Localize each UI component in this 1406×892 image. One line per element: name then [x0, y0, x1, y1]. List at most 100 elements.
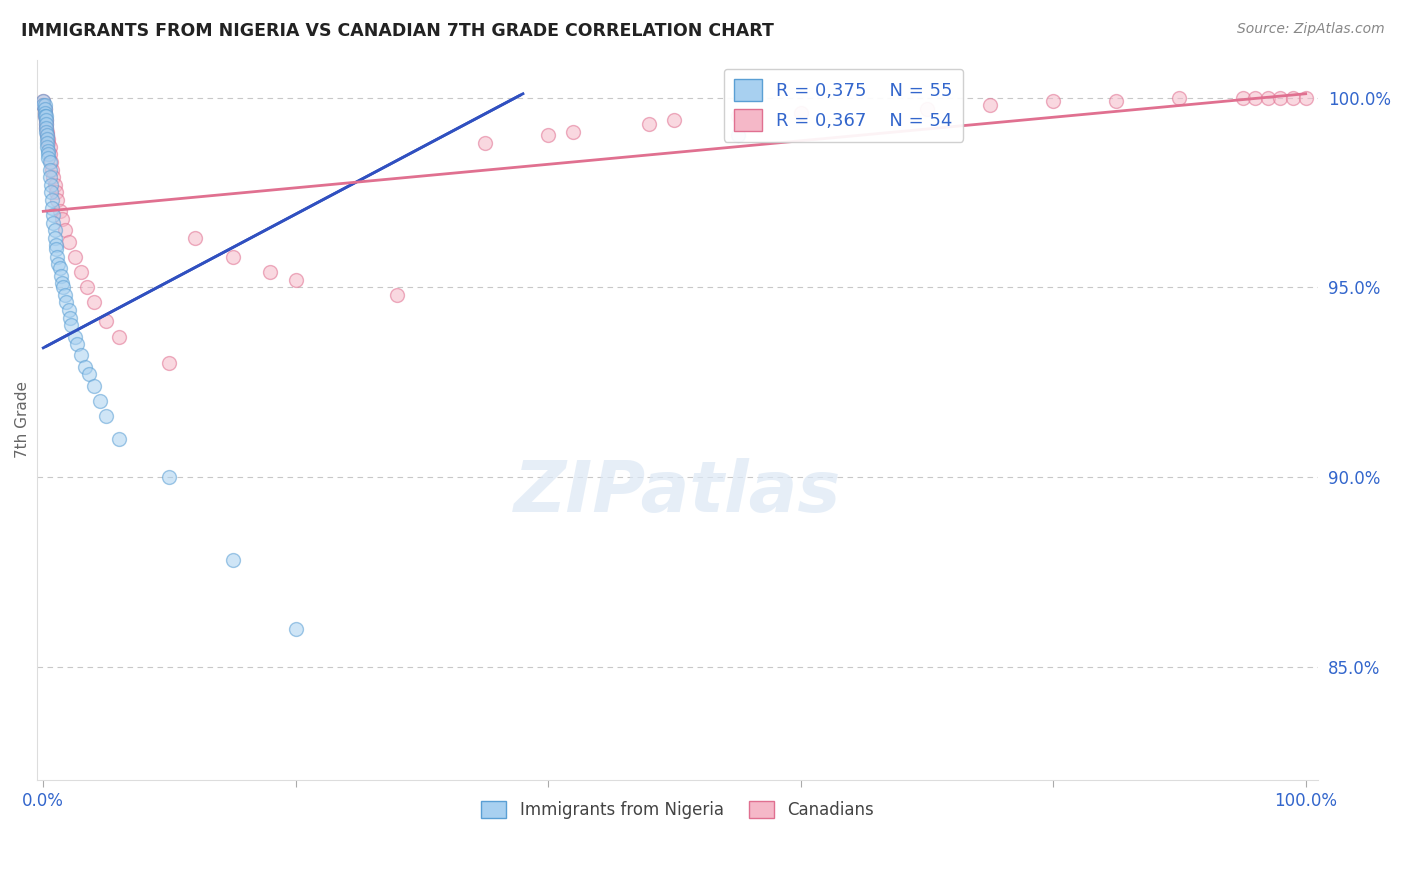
Point: [537, 128, 560, 143]
Point: [34, 110, 56, 124]
Point: [32, 98, 55, 112]
Point: [34, 102, 56, 116]
Point: [159, 470, 181, 484]
Point: [48, 257, 70, 271]
Point: [41, 193, 63, 207]
Point: [77, 368, 100, 382]
Point: [35, 125, 58, 139]
Point: [37, 132, 59, 146]
Point: [474, 136, 496, 150]
Point: [35, 117, 58, 131]
Point: [284, 272, 307, 286]
Point: [1295, 90, 1317, 104]
Point: [32, 95, 55, 109]
Point: [1105, 95, 1128, 109]
Point: [55, 295, 77, 310]
Point: [1168, 90, 1191, 104]
Point: [66, 337, 89, 351]
Point: [35, 113, 58, 128]
Point: [664, 113, 686, 128]
Point: [63, 329, 86, 343]
Point: [38, 162, 60, 177]
Point: [41, 162, 63, 177]
Point: [35, 128, 58, 143]
Point: [76, 280, 98, 294]
Y-axis label: 7th Grade: 7th Grade: [15, 382, 30, 458]
Point: [37, 144, 59, 158]
Point: [59, 310, 82, 325]
Point: [1270, 90, 1292, 104]
Point: [44, 223, 66, 237]
Point: [39, 186, 62, 200]
Point: [45, 238, 67, 252]
Point: [44, 231, 66, 245]
Point: [96, 409, 118, 424]
Point: [34, 110, 56, 124]
Point: [1042, 95, 1064, 109]
Point: [39, 155, 62, 169]
Point: [159, 356, 181, 370]
Point: [46, 193, 69, 207]
Point: [83, 295, 105, 310]
Point: [284, 622, 307, 636]
Point: [221, 553, 243, 567]
Point: [32, 95, 55, 109]
Point: [35, 136, 58, 150]
Point: [41, 201, 63, 215]
Point: [38, 147, 60, 161]
Point: [35, 113, 58, 128]
Point: [35, 110, 58, 124]
Point: [1282, 90, 1305, 104]
Point: [638, 117, 661, 131]
Point: [1257, 90, 1279, 104]
Legend: Immigrants from Nigeria, Canadians: Immigrants from Nigeria, Canadians: [475, 795, 880, 826]
Point: [789, 105, 811, 120]
Point: [37, 136, 59, 150]
Point: [34, 105, 56, 120]
Point: [34, 105, 56, 120]
Point: [42, 170, 65, 185]
Point: [727, 128, 749, 143]
Point: [58, 235, 80, 249]
Point: [979, 98, 1001, 112]
Point: [221, 250, 243, 264]
Point: [35, 120, 58, 135]
Text: Source: ZipAtlas.com: Source: ZipAtlas.com: [1237, 22, 1385, 37]
Point: [34, 102, 56, 116]
Point: [89, 394, 111, 409]
Point: [48, 261, 70, 276]
Point: [38, 155, 60, 169]
Point: [562, 125, 585, 139]
Point: [96, 314, 118, 328]
Point: [44, 178, 66, 192]
Point: [45, 242, 67, 256]
Point: [83, 379, 105, 393]
Point: [37, 147, 59, 161]
Text: ZIPatlas: ZIPatlas: [515, 458, 841, 526]
Point: [34, 98, 56, 112]
Point: [35, 132, 58, 146]
Point: [63, 250, 86, 264]
Point: [915, 102, 938, 116]
Point: [51, 211, 73, 226]
Point: [35, 120, 58, 135]
Point: [51, 277, 73, 291]
Text: IMMIGRANTS FROM NIGERIA VS CANADIAN 7TH GRADE CORRELATION CHART: IMMIGRANTS FROM NIGERIA VS CANADIAN 7TH …: [21, 22, 773, 40]
Point: [108, 432, 131, 446]
Point: [70, 349, 93, 363]
Point: [42, 208, 65, 222]
Point: [53, 287, 76, 301]
Point: [53, 223, 76, 237]
Point: [1232, 90, 1254, 104]
Point: [727, 110, 749, 124]
Point: [60, 318, 83, 332]
Point: [58, 302, 80, 317]
Point: [42, 216, 65, 230]
Point: [259, 265, 281, 279]
Point: [385, 287, 408, 301]
Point: [35, 140, 58, 154]
Point: [39, 178, 62, 192]
Point: [38, 140, 60, 154]
Point: [35, 117, 58, 131]
Point: [184, 231, 207, 245]
